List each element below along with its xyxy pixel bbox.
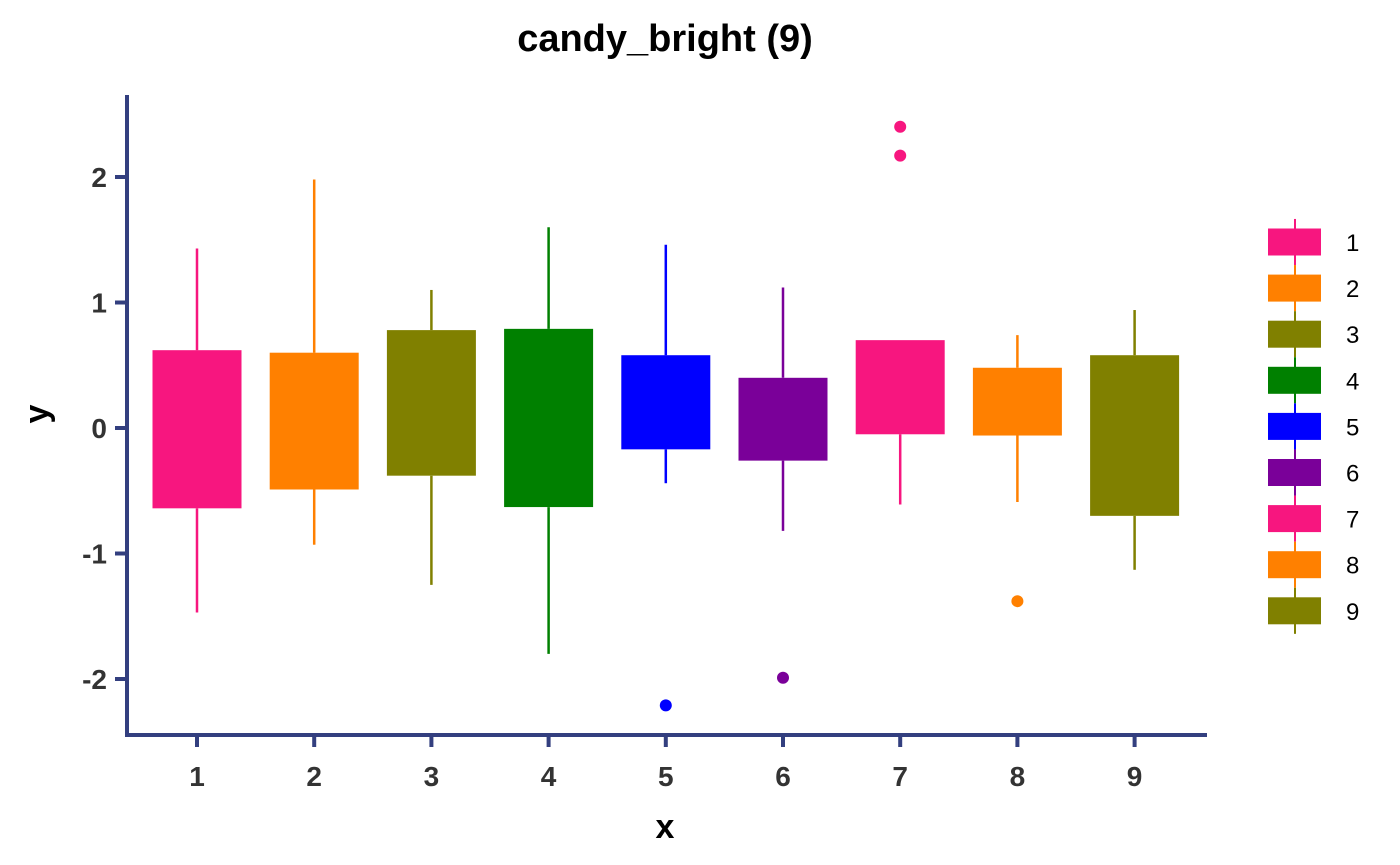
y-tick-label: 1 — [91, 288, 107, 319]
box-group-3 — [386, 289, 476, 585]
legend-key-box — [1268, 597, 1321, 625]
box-group-5 — [621, 244, 711, 712]
box — [738, 377, 828, 461]
legend-key-box — [1268, 228, 1321, 256]
legend-label: 6 — [1346, 461, 1359, 488]
y-tick-label: -2 — [82, 664, 107, 695]
legend-item-4: 4 — [1268, 357, 1359, 404]
box-group-4 — [504, 227, 594, 654]
x-tick-label: 4 — [541, 761, 557, 792]
box — [621, 355, 711, 450]
legend-label: 8 — [1346, 553, 1359, 580]
legend-item-7: 7 — [1268, 495, 1359, 542]
legend-item-8: 8 — [1268, 541, 1359, 588]
box — [269, 352, 359, 490]
legend-key-box — [1268, 505, 1321, 533]
y-axis-title: y — [18, 404, 56, 423]
x-tick-label: 5 — [658, 761, 674, 792]
legend-key-box — [1268, 320, 1321, 348]
legend-item-3: 3 — [1268, 311, 1359, 358]
chart-title: candy_bright (9) — [517, 18, 813, 60]
x-tick-label: 6 — [775, 761, 791, 792]
legend-label: 7 — [1346, 507, 1359, 534]
legend-label: 5 — [1346, 414, 1359, 441]
legend-key-box — [1268, 274, 1321, 302]
box — [386, 330, 476, 476]
outlier-point — [894, 149, 907, 162]
outlier-point — [659, 699, 672, 712]
legend-label: 9 — [1346, 599, 1359, 626]
legend-label: 1 — [1346, 230, 1359, 257]
x-tick-label: 1 — [189, 761, 205, 792]
y-tick-label: -1 — [82, 539, 107, 570]
legend-key-box — [1268, 551, 1321, 579]
box — [972, 367, 1062, 436]
legend-item-2: 2 — [1268, 265, 1359, 312]
box-group-1 — [152, 248, 242, 613]
legend-key-box — [1268, 459, 1321, 486]
legend-item-6: 6 — [1268, 449, 1359, 496]
box — [152, 350, 242, 509]
outlier-point — [894, 120, 907, 133]
legend: 1 2 3 4 5 6 7 8 9 — [1268, 218, 1359, 634]
box-group-8 — [972, 335, 1062, 608]
box-group-9 — [1090, 310, 1180, 570]
box-group-6 — [738, 287, 828, 684]
box-group-7 — [855, 120, 945, 505]
plot-area — [152, 120, 1180, 712]
legend-key-box — [1268, 366, 1321, 394]
legend-label: 3 — [1346, 322, 1359, 349]
legend-label: 4 — [1346, 368, 1359, 395]
box-group-2 — [269, 179, 359, 545]
legend-label: 2 — [1346, 276, 1359, 303]
box — [855, 340, 945, 435]
x-tick-label: 3 — [424, 761, 440, 792]
box — [504, 328, 594, 508]
y-tick-label: 0 — [91, 413, 107, 444]
x-tick-label: 8 — [1010, 761, 1026, 792]
x-tick-label: 9 — [1127, 761, 1143, 792]
ticks: -2 -1 0 1 2 1 2 3 4 5 6 7 8 9 — [82, 162, 1142, 792]
x-tick-label: 2 — [306, 761, 322, 792]
box — [1090, 355, 1180, 516]
outlier-point — [777, 671, 789, 684]
y-tick-label: 2 — [91, 162, 107, 193]
legend-item-9: 9 — [1268, 587, 1359, 634]
x-tick-label: 7 — [892, 761, 908, 792]
legend-item-1: 1 — [1268, 218, 1359, 266]
legend-item-5: 5 — [1268, 403, 1359, 450]
outlier-point — [1011, 595, 1024, 608]
x-axis-title: x — [656, 808, 675, 846]
legend-key-box — [1268, 412, 1321, 440]
